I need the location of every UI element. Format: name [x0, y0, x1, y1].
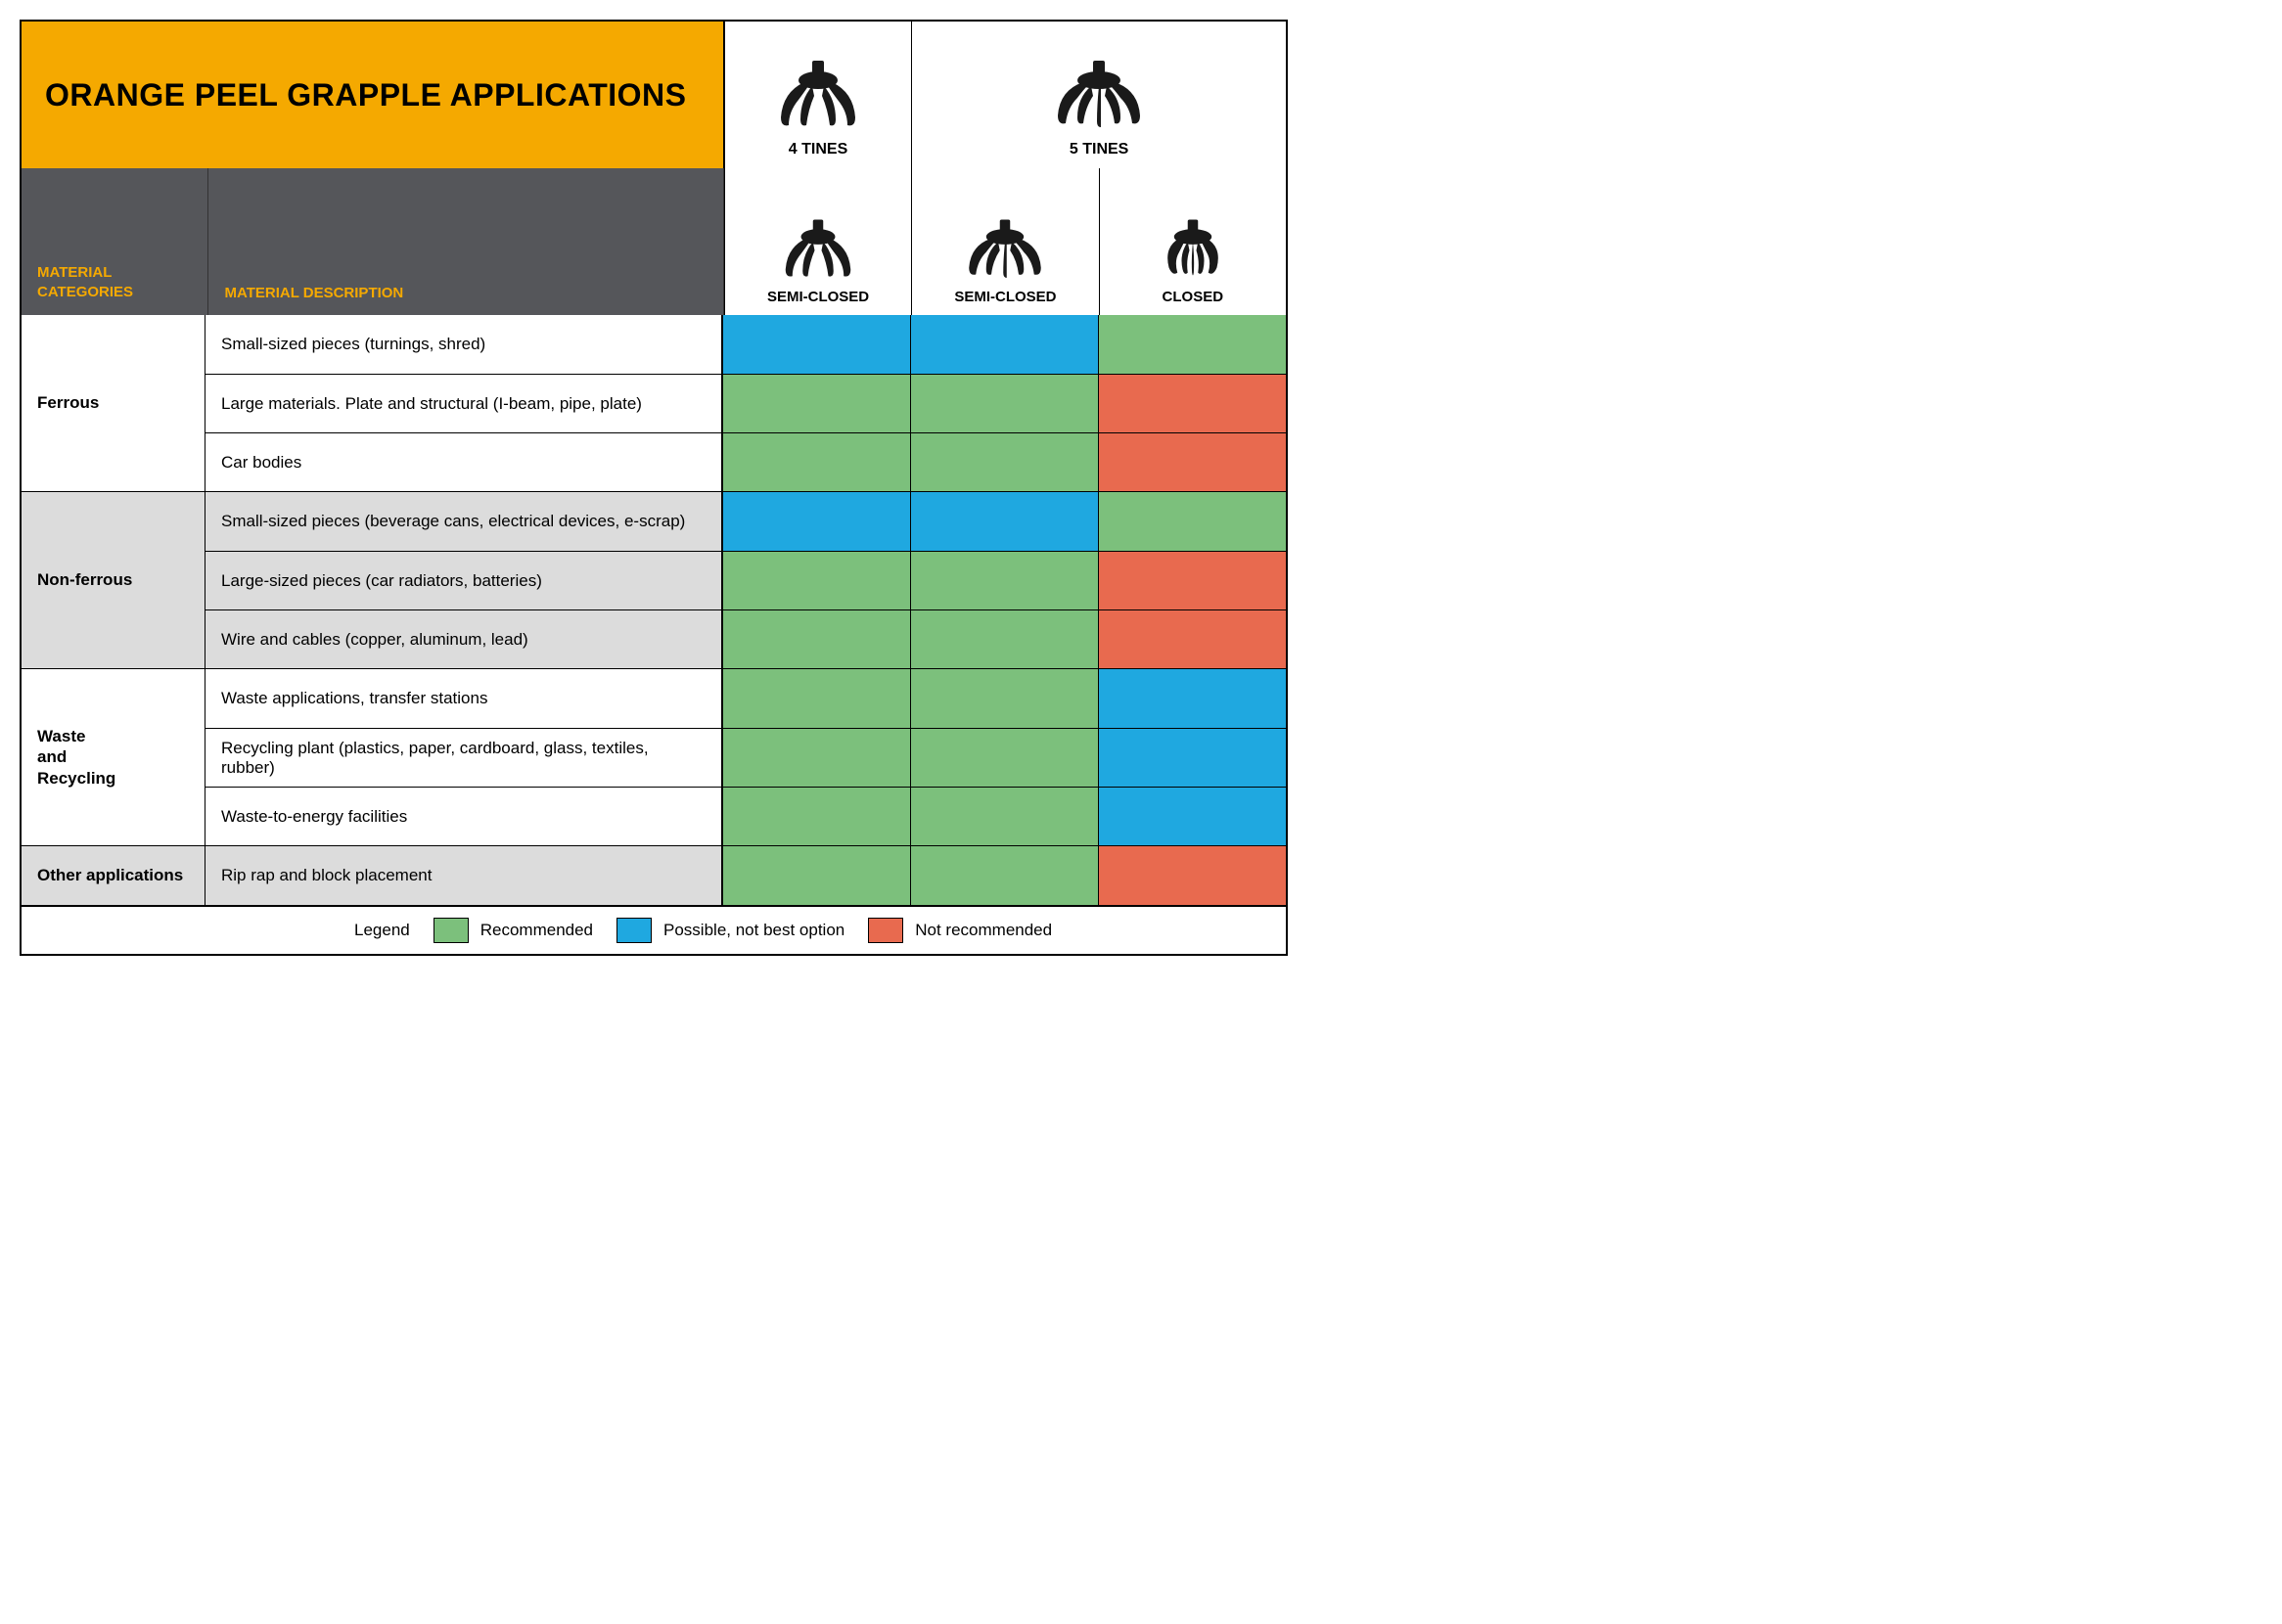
swatch-recommended	[434, 918, 469, 943]
category-label: Other applications	[22, 846, 205, 905]
status-cell	[1098, 315, 1286, 374]
tines-5-label: 5 TINES	[1070, 141, 1128, 158]
status-cell	[722, 610, 910, 668]
description-cell: Rip rap and block placement	[205, 846, 722, 905]
status-cell	[1098, 433, 1286, 491]
status-cell	[910, 846, 1098, 905]
rows-wrap: Waste applications, transfer stationsRec…	[205, 669, 1286, 845]
status-cell	[722, 729, 910, 787]
data-area: FerrousSmall-sized pieces (turnings, shr…	[22, 315, 1286, 905]
category-block: Waste and RecyclingWaste applications, t…	[22, 668, 1286, 845]
category-block: Non-ferrousSmall-sized pieces (beverage …	[22, 491, 1286, 668]
status-cell	[910, 552, 1098, 609]
status-cell	[910, 788, 1098, 845]
status-cell	[910, 433, 1098, 491]
description-cell: Small-sized pieces (turnings, shred)	[205, 315, 722, 374]
grapple-closed-5-icon	[1149, 216, 1237, 285]
grapple-semi-closed-4-icon	[774, 216, 862, 285]
description-cell: Car bodies	[205, 433, 722, 491]
header-col-2: SEMI-CLOSED	[911, 168, 1098, 315]
status-cell	[722, 788, 910, 845]
legend-recommended: Recommended	[434, 918, 593, 943]
applications-chart: ORANGE PEEL GRAPPLE APPLICATIONS 4 TINES	[20, 20, 1288, 956]
status-cell	[910, 375, 1098, 432]
swatch-possible	[616, 918, 652, 943]
top-header-row: ORANGE PEEL GRAPPLE APPLICATIONS 4 TINES	[22, 22, 1286, 168]
status-cell	[722, 492, 910, 551]
col1-label: SEMI-CLOSED	[767, 289, 869, 305]
status-cell	[1098, 669, 1286, 728]
legend-possible: Possible, not best option	[616, 918, 844, 943]
rows-wrap: Rip rap and block placement	[205, 846, 1286, 905]
table-row: Large-sized pieces (car radiators, batte…	[205, 551, 1286, 609]
table-row: Car bodies	[205, 432, 1286, 491]
description-cell: Small-sized pieces (beverage cans, elect…	[205, 492, 722, 551]
chart-title: ORANGE PEEL GRAPPLE APPLICATIONS	[22, 22, 724, 168]
category-label: Non-ferrous	[22, 492, 205, 668]
tines-4-label: 4 TINES	[789, 141, 847, 158]
table-row: Wire and cables (copper, aluminum, lead)	[205, 609, 1286, 668]
status-cell	[910, 610, 1098, 668]
status-cell	[1098, 729, 1286, 787]
header-categories: MATERIAL CATEGORIES	[22, 168, 208, 315]
description-cell: Waste-to-energy facilities	[205, 788, 722, 845]
swatch-not-recommended	[868, 918, 903, 943]
table-row: Waste applications, transfer stations	[205, 669, 1286, 728]
description-cell: Recycling plant (plastics, paper, cardbo…	[205, 729, 722, 787]
category-label: Waste and Recycling	[22, 669, 205, 845]
col2-label: SEMI-CLOSED	[954, 289, 1056, 305]
status-cell	[722, 552, 910, 609]
rows-wrap: Small-sized pieces (beverage cans, elect…	[205, 492, 1286, 668]
description-cell: Wire and cables (copper, aluminum, lead)	[205, 610, 722, 668]
status-cell	[910, 315, 1098, 374]
table-row: Waste-to-energy facilities	[205, 787, 1286, 845]
status-cell	[1098, 788, 1286, 845]
status-cell	[1098, 610, 1286, 668]
status-cell	[722, 433, 910, 491]
category-block: FerrousSmall-sized pieces (turnings, shr…	[22, 315, 1286, 491]
rows-wrap: Small-sized pieces (turnings, shred)Larg…	[205, 315, 1286, 491]
status-cell	[1098, 552, 1286, 609]
header-4-tines: 4 TINES	[724, 22, 911, 168]
status-cell	[722, 375, 910, 432]
description-cell: Large materials. Plate and structural (I…	[205, 375, 722, 432]
header-5-tines: 5 TINES	[911, 22, 1286, 168]
status-cell	[910, 729, 1098, 787]
status-cell	[1098, 492, 1286, 551]
legend: Legend Recommended Possible, not best op…	[22, 905, 1286, 954]
sub-header-row: MATERIAL CATEGORIES MATERIAL DESCRIPTION…	[22, 168, 1286, 315]
status-cell	[722, 669, 910, 728]
status-cell	[722, 315, 910, 374]
legend-possible-text: Possible, not best option	[663, 921, 844, 940]
table-row: Large materials. Plate and structural (I…	[205, 374, 1286, 432]
status-cell	[910, 669, 1098, 728]
grapple-semi-closed-5-icon	[961, 216, 1049, 285]
category-label: Ferrous	[22, 315, 205, 491]
grapple-4-tines-icon	[769, 57, 867, 135]
col3-label: CLOSED	[1163, 289, 1224, 305]
status-cell	[1098, 846, 1286, 905]
table-row: Small-sized pieces (beverage cans, elect…	[205, 492, 1286, 551]
status-cell	[722, 846, 910, 905]
header-col-3: CLOSED	[1099, 168, 1286, 315]
table-row: Rip rap and block placement	[205, 846, 1286, 905]
category-block: Other applicationsRip rap and block plac…	[22, 845, 1286, 905]
status-cell	[910, 492, 1098, 551]
table-row: Small-sized pieces (turnings, shred)	[205, 315, 1286, 374]
status-cell	[1098, 375, 1286, 432]
legend-label: Legend	[354, 921, 410, 940]
header-col-1: SEMI-CLOSED	[724, 168, 911, 315]
description-cell: Waste applications, transfer stations	[205, 669, 722, 728]
header-description: MATERIAL DESCRIPTION	[208, 168, 723, 315]
legend-not-recommended: Not recommended	[868, 918, 1052, 943]
description-cell: Large-sized pieces (car radiators, batte…	[205, 552, 722, 609]
table-row: Recycling plant (plastics, paper, cardbo…	[205, 728, 1286, 787]
legend-recommended-text: Recommended	[480, 921, 593, 940]
grapple-5-tines-icon	[1050, 57, 1148, 135]
legend-not-recommended-text: Not recommended	[915, 921, 1052, 940]
